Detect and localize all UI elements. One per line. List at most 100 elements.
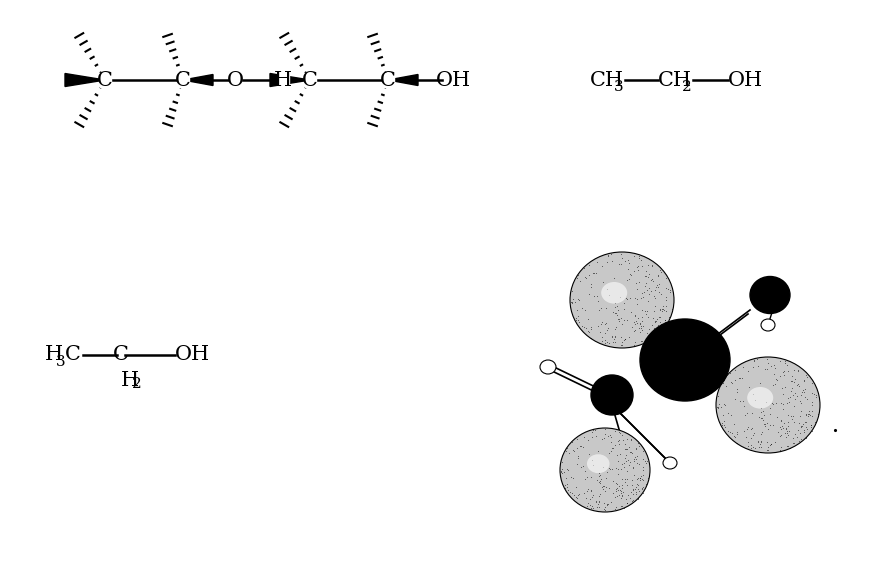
Point [747,355,761,364]
Point [582,494,597,503]
Point [641,283,656,293]
Point [780,426,794,435]
Point [628,453,642,462]
Point [576,461,591,471]
Point [779,424,793,433]
Point [585,456,599,465]
Point [615,459,630,468]
Point [591,500,605,509]
Point [633,321,648,331]
Point [595,482,609,491]
Point [624,449,639,458]
Point [797,376,811,385]
Point [625,481,640,490]
Point [589,269,603,278]
Point [577,466,591,475]
Point [721,408,735,418]
Point [599,501,614,510]
Point [798,410,813,419]
Point [590,291,604,300]
Point [559,483,574,492]
Point [659,307,673,316]
Point [569,494,583,503]
Point [605,331,619,340]
Point [582,270,597,279]
Point [653,328,667,337]
Point [716,376,731,385]
Point [627,327,641,336]
Point [778,429,792,438]
Point [760,364,774,373]
Point [794,391,808,400]
Point [738,401,752,411]
Point [775,422,789,431]
Point [596,484,610,493]
Point [609,450,624,460]
Point [800,394,814,403]
Point [626,464,640,473]
Point [747,395,762,404]
Point [731,439,745,448]
Point [644,260,658,270]
Point [634,475,648,484]
Point [609,479,624,488]
Point [591,296,606,305]
Point [630,451,644,460]
Point [600,337,615,346]
Point [790,380,805,389]
Point [653,265,667,274]
Point [732,373,747,382]
Point [574,276,588,286]
Point [611,456,625,465]
Point [622,332,636,341]
Point [631,473,645,483]
Point [583,487,598,496]
Point [591,491,606,501]
Point [609,323,624,332]
Point [733,397,747,406]
Point [761,425,775,434]
Point [710,402,724,411]
Point [555,465,569,474]
Point [742,382,756,392]
Point [765,399,780,408]
Point [741,438,756,447]
Point [652,327,666,336]
Point [657,317,672,327]
Point [626,490,640,499]
Point [656,306,670,316]
Text: 2: 2 [682,80,692,94]
Point [758,365,772,374]
Point [604,438,618,447]
Ellipse shape [640,319,730,401]
Point [624,308,639,317]
Point [644,328,658,337]
Point [614,314,628,323]
Point [650,282,665,291]
Point [776,423,790,433]
Point [581,435,595,445]
Point [565,437,579,446]
Point [797,428,811,437]
Point [787,438,801,448]
Point [776,404,790,414]
Point [572,296,586,305]
Point [754,437,768,446]
Point [580,486,594,495]
Point [599,483,614,492]
Point [590,498,604,507]
Point [566,298,580,308]
Point [592,305,607,314]
Point [584,279,599,289]
Point [588,425,602,434]
Point [633,327,648,336]
Point [589,431,603,440]
Point [559,444,574,453]
Point [781,393,796,403]
Point [598,505,612,514]
Point [620,435,634,444]
Point [764,439,778,449]
Point [592,497,607,506]
Point [731,373,746,382]
Point [776,390,790,399]
